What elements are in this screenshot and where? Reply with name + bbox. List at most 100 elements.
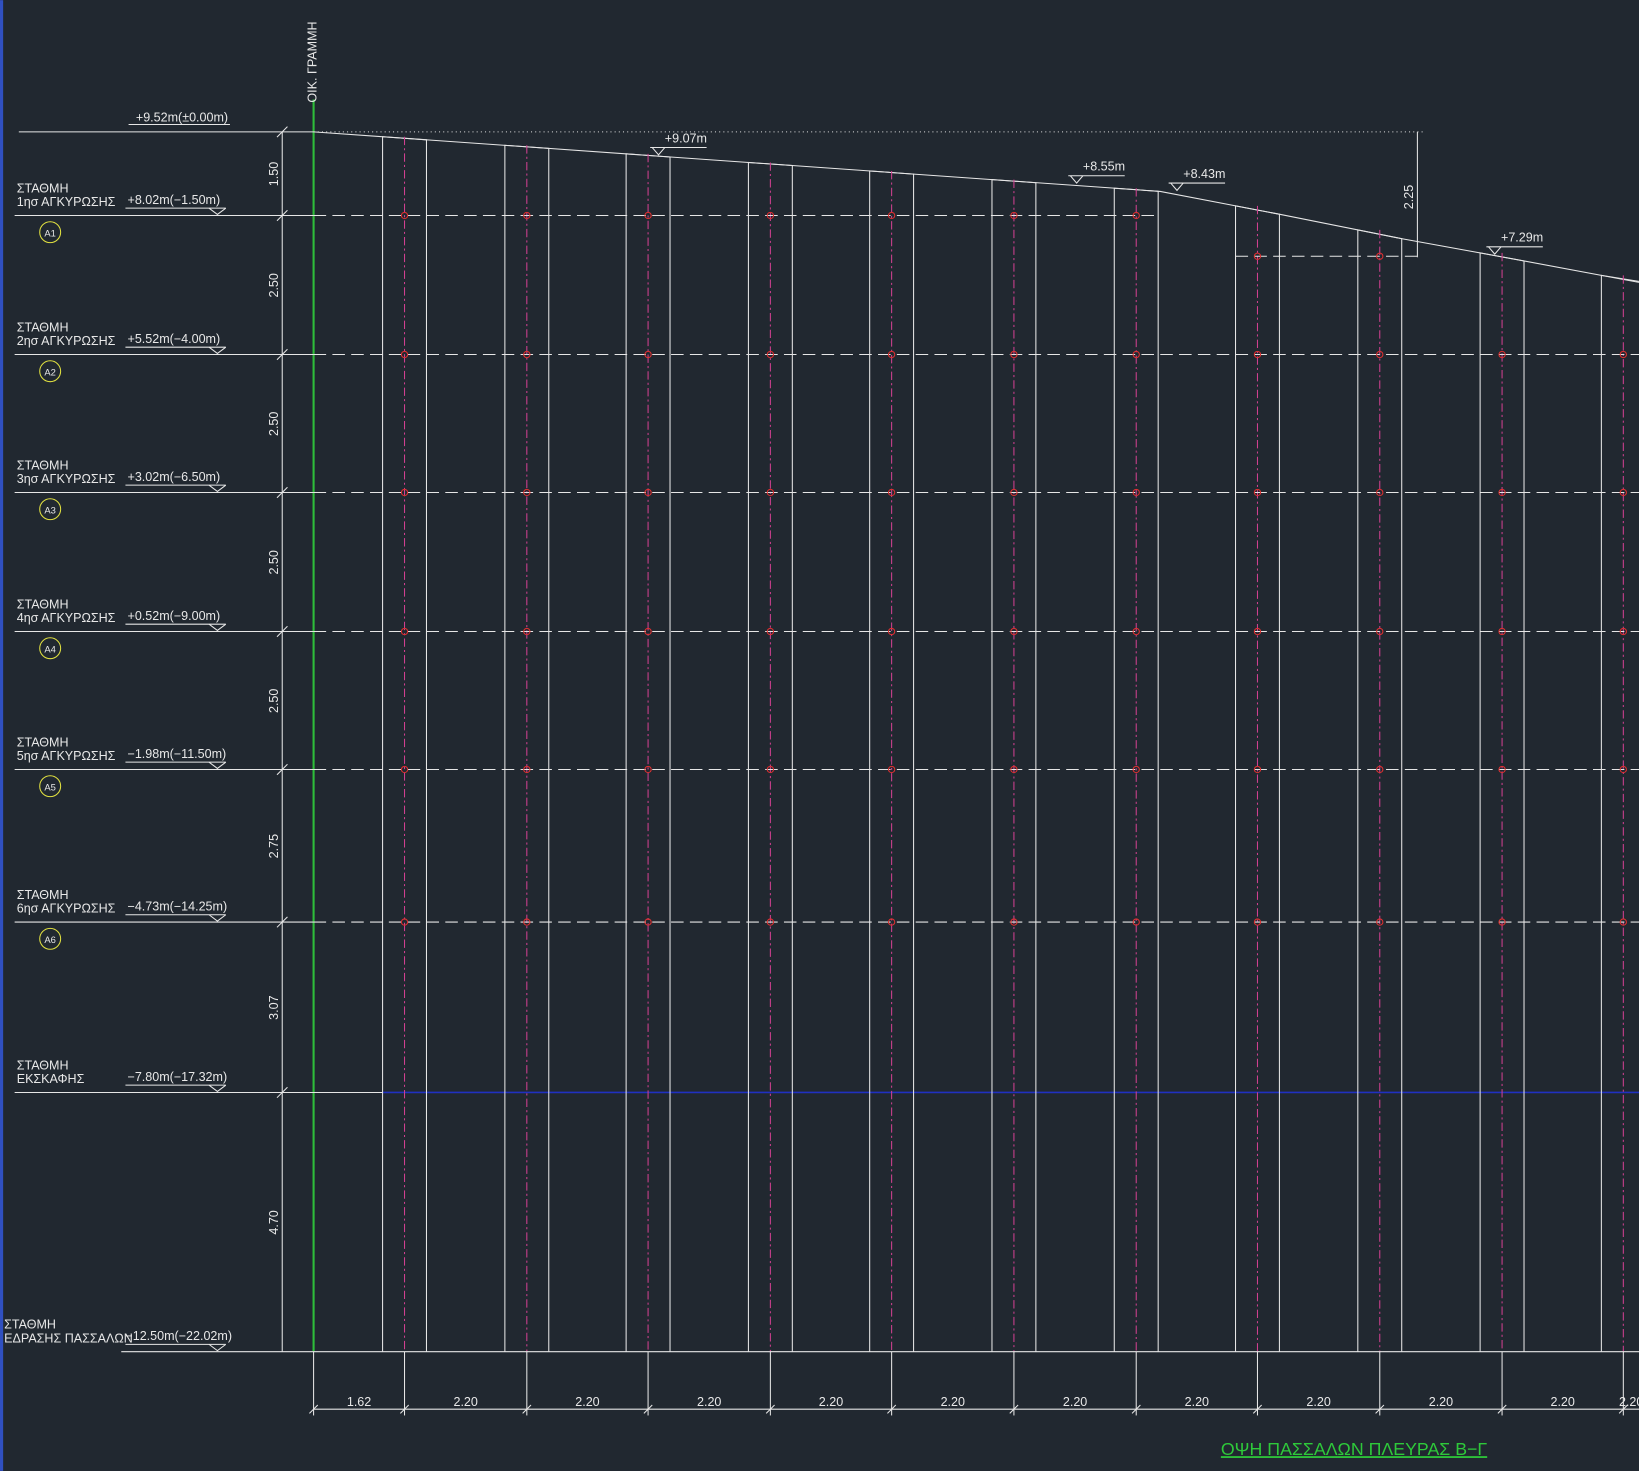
anchor-point [1010,765,1018,774]
level-name: 2ησ ΑΓΚΥΡΩΣΗΣ [17,334,116,348]
level-elevation: +5.52m(−4.00m) [128,332,221,346]
anchor-point [1253,627,1262,636]
bottom-dim: 2.20 [1306,1395,1330,1409]
level-elevation: −4.73m(−14.25m) [128,900,228,914]
level-elevation: −7.80m(−17.32m) [128,1070,228,1084]
level-elevation: +3.02m(−6.50m) [128,470,221,484]
bottom-dim: 2.20 [1429,1395,1453,1409]
anchor-point [1010,350,1018,359]
dim-tick [276,625,288,638]
pile [1600,274,1639,1352]
vertical-dim: 2.50 [267,689,281,713]
level-name: 3ησ ΑΓΚΥΡΩΣΗΣ [17,472,116,486]
anchor-point [887,627,896,636]
level-elevation: +8.02m(−1.50m) [128,193,221,207]
anchor-marker-label: A4 [44,643,56,654]
anchor-marker [39,498,62,521]
anchor-point [1253,765,1262,774]
bottom-dim: 2.20 [697,1395,721,1409]
anchor-point [644,350,652,359]
anchor-point [1253,488,1262,497]
drawing-title: ΟΨΗ ΠΑΣΣΑΛΩΝ ΠΛΕΥΡΑΣ Β−Γ [1221,1439,1488,1459]
anchor-point [1132,627,1140,636]
ground-elevation: +9.07m [665,131,707,145]
right-dim: 2.25 [1402,185,1416,209]
level-symbol [208,623,227,632]
ground-elevation: +7.29m [1501,231,1543,245]
pile [1479,252,1525,1352]
anchor-point [400,627,409,636]
anchor-point [1132,488,1140,497]
anchor-marker-label: A2 [44,366,56,377]
anchor-marker [39,221,62,244]
level-name: 1ησ ΑΓΚΥΡΩΣΗΣ [17,195,116,209]
level-symbol [208,484,227,493]
anchor-point [523,627,531,636]
anchor-point [1132,211,1140,220]
anchor-point [400,765,409,774]
anchor-point [1376,252,1384,260]
bottom-dim: 2.20 [1063,1395,1087,1409]
vertical-dim: 4.70 [267,1210,281,1234]
elevation-symbol [1488,246,1502,255]
anchor-point [887,488,896,497]
frame-edge [0,0,4,1471]
anchor-point [523,918,531,926]
anchor-point [1498,918,1506,926]
level-symbol [208,1343,227,1352]
anchor-marker [39,637,62,660]
anchor-point [1619,918,1627,926]
anchor-point [400,918,409,926]
anchor-point [766,627,775,636]
anchor-marker-label: A5 [44,781,56,792]
building-line-label: ΟΙΚ. ΓΡΑΜΜΗ [306,21,320,102]
ground-elevation: +8.55m [1083,160,1125,174]
level-name: ΕΔΡΑΣΗΣ ΠΑΣΣΑΛΩΝ [4,1331,133,1345]
vertical-dim: 2.50 [267,412,281,436]
anchor-point [887,918,896,926]
anchor-marker [39,927,62,950]
anchor-point [644,918,652,926]
anchor-point [766,211,775,220]
level-name: 6ησ ΑΓΚΥΡΩΣΗΣ [17,902,116,916]
anchor-point [1619,765,1627,774]
bottom-dim: 2.20 [453,1395,477,1409]
bottom-dim: 2.20 [1619,1395,1639,1409]
anchor-marker [39,775,62,798]
elevation-symbol [1069,175,1084,184]
level-elevation: +0.52m(−9.00m) [128,609,221,623]
anchor-point [400,488,409,497]
anchor-point [1376,488,1384,497]
dim-tick [276,348,288,361]
bottom-dim: 2.20 [1185,1395,1209,1409]
anchor-point [644,765,652,774]
top-level-label: +9.52m(±0.00m) [136,110,228,124]
dim-tick [276,209,288,222]
anchor-point [1498,350,1506,359]
level-name: ΕΚΣΚΑΦΗΣ [17,1072,85,1086]
dim-tick [276,916,288,928]
level-symbol [208,761,227,770]
anchor-marker-label: A1 [44,227,56,238]
bottom-dim: 2.20 [941,1395,965,1409]
level-name: ΣΤΑΘΜΗ [17,320,69,334]
ground-line [313,131,1639,283]
level-name: 4ησ ΑΓΚΥΡΩΣΗΣ [17,611,116,625]
anchor-point [1619,350,1627,359]
bottom-dim: 1.62 [347,1395,371,1409]
dim-tick [276,126,288,138]
anchor-point [1253,918,1262,926]
anchor-point [766,350,775,359]
vertical-dim: 2.75 [267,834,281,858]
anchor-point [1132,765,1140,774]
anchor-point [1010,488,1018,497]
bottom-dim: 2.20 [575,1395,599,1409]
anchor-point [1253,252,1262,260]
anchor-point [644,627,652,636]
anchor-point [766,918,775,926]
anchor-point [1498,488,1506,497]
dim-tick [276,1086,288,1099]
anchor-point [766,765,775,774]
anchor-point [1010,627,1018,636]
